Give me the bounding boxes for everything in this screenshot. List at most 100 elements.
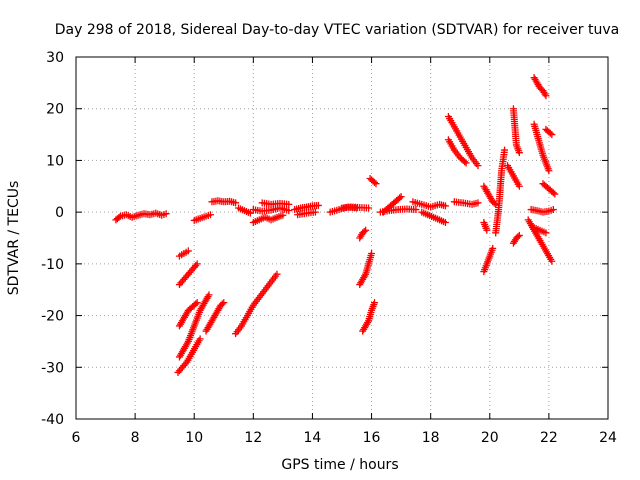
series-arc-4 bbox=[175, 299, 201, 330]
data-point bbox=[311, 208, 319, 216]
data-point bbox=[206, 211, 214, 219]
x-axis-label: GPS time / hours bbox=[281, 457, 398, 473]
x-tick-label: 8 bbox=[131, 430, 140, 446]
series-arc-18 bbox=[338, 203, 373, 212]
series-arc-1 bbox=[112, 209, 170, 224]
series-arc-13 bbox=[249, 204, 293, 215]
data-point bbox=[279, 211, 287, 219]
data-point bbox=[542, 229, 550, 237]
y-tick-label: 30 bbox=[46, 50, 64, 66]
series-arc-39 bbox=[539, 180, 559, 198]
series-arc-21 bbox=[356, 226, 370, 242]
series-arc-43 bbox=[524, 216, 556, 265]
series-arc-27 bbox=[444, 112, 482, 170]
series-arc-35 bbox=[509, 105, 523, 157]
series-arc-10 bbox=[232, 270, 281, 338]
data-point bbox=[220, 299, 228, 307]
data-point bbox=[232, 199, 240, 207]
data-point bbox=[205, 291, 213, 299]
series-arc-42 bbox=[527, 206, 557, 216]
series-arc-8 bbox=[202, 299, 228, 335]
data-point bbox=[461, 158, 469, 166]
data-point bbox=[474, 162, 482, 170]
series-arc-29 bbox=[450, 198, 482, 208]
y-tick-label: -40 bbox=[41, 412, 64, 428]
data-point bbox=[462, 159, 470, 167]
series-arc-28 bbox=[444, 136, 470, 167]
data-point bbox=[441, 202, 449, 210]
data-point bbox=[372, 180, 380, 188]
x-tick-label: 16 bbox=[363, 430, 381, 446]
data-point bbox=[285, 207, 293, 215]
series-arc-2 bbox=[175, 291, 213, 361]
data-point bbox=[501, 146, 509, 154]
y-tick-label: 20 bbox=[46, 102, 64, 118]
series-arc-11 bbox=[235, 204, 254, 217]
series-arc-38 bbox=[530, 120, 553, 175]
series-arc-33 bbox=[492, 146, 509, 237]
series-arc-31 bbox=[480, 244, 497, 276]
series-arc-22 bbox=[366, 175, 380, 188]
data-point bbox=[549, 206, 557, 214]
y-tick-label: 10 bbox=[46, 153, 64, 169]
data-point bbox=[515, 182, 523, 190]
data-point bbox=[368, 250, 376, 258]
y-tick-label: -20 bbox=[41, 309, 64, 325]
y-tick-label: -10 bbox=[41, 257, 64, 273]
x-tick-label: 6 bbox=[72, 430, 81, 446]
data-point bbox=[193, 299, 201, 307]
data-point bbox=[362, 226, 370, 234]
data-point bbox=[542, 92, 550, 100]
series-arc-9 bbox=[208, 197, 240, 207]
data-point bbox=[441, 218, 449, 226]
x-tick-label: 12 bbox=[244, 430, 262, 446]
series-arc-6 bbox=[175, 247, 192, 260]
series-arc-16 bbox=[294, 208, 319, 219]
data-point bbox=[514, 233, 522, 241]
series-arc-34 bbox=[504, 162, 523, 190]
data-point bbox=[218, 300, 226, 308]
data-point bbox=[396, 194, 404, 202]
chart-title: Day 298 of 2018, Sidereal Day-to-day VTE… bbox=[55, 22, 619, 38]
x-tick-label: 10 bbox=[185, 430, 203, 446]
data-point bbox=[492, 200, 500, 208]
series-arc-12 bbox=[249, 211, 287, 226]
x-tick-label: 14 bbox=[304, 430, 322, 446]
data-point bbox=[483, 226, 491, 234]
data-point bbox=[515, 231, 523, 239]
data-points bbox=[112, 74, 559, 376]
series-arc-26 bbox=[418, 208, 449, 226]
series-arc-14 bbox=[258, 199, 293, 208]
data-point bbox=[365, 204, 373, 212]
series-arc-36 bbox=[509, 231, 523, 247]
series-arc-37 bbox=[530, 74, 550, 100]
data-point bbox=[412, 206, 420, 214]
plot-frame bbox=[75, 56, 609, 420]
data-point bbox=[549, 189, 557, 197]
series-arc-40 bbox=[542, 125, 556, 139]
series-arc-15 bbox=[291, 201, 322, 214]
series-arc-20 bbox=[356, 250, 376, 289]
series-arc-5 bbox=[175, 260, 201, 289]
data-point bbox=[196, 335, 204, 343]
data-point bbox=[360, 228, 368, 236]
data-point bbox=[546, 129, 554, 137]
x-tick-label: 20 bbox=[481, 430, 499, 446]
data-point bbox=[545, 167, 553, 175]
data-point bbox=[193, 260, 201, 268]
data-point bbox=[273, 270, 281, 278]
data-point bbox=[551, 190, 559, 198]
data-point bbox=[192, 300, 200, 308]
data-point bbox=[489, 244, 497, 252]
x-tick-label: 24 bbox=[599, 430, 617, 446]
series-arc-7 bbox=[190, 211, 214, 224]
data-point bbox=[162, 210, 170, 218]
data-point bbox=[285, 200, 293, 208]
y-tick-label: -30 bbox=[41, 360, 64, 376]
data-point bbox=[397, 193, 405, 201]
series-arc-32 bbox=[480, 218, 491, 234]
series-arc-30 bbox=[480, 182, 500, 208]
data-point bbox=[371, 299, 379, 307]
data-point bbox=[371, 178, 379, 186]
y-tick-label: 0 bbox=[55, 205, 64, 221]
